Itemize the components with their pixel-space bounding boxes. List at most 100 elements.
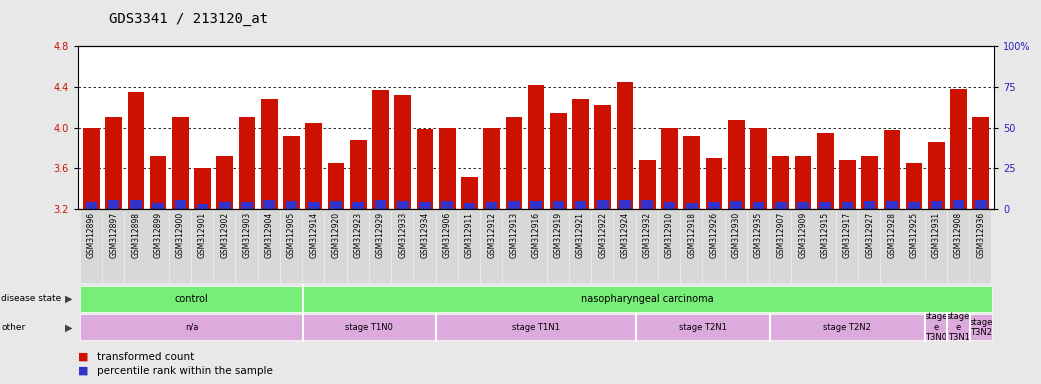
Bar [772, 156, 789, 209]
Text: GSM312936: GSM312936 [976, 212, 986, 258]
Text: GSM312907: GSM312907 [777, 212, 785, 258]
Text: GSM312934: GSM312934 [421, 212, 430, 258]
Bar [770, 211, 791, 283]
Bar [569, 211, 591, 283]
Bar [686, 203, 697, 209]
Text: GSM312929: GSM312929 [376, 212, 385, 258]
Bar [461, 177, 478, 209]
Bar [148, 211, 169, 283]
Text: GSM312897: GSM312897 [109, 212, 118, 258]
Bar [548, 211, 569, 283]
Bar [769, 314, 925, 340]
Text: n/a: n/a [185, 323, 198, 332]
Bar [975, 200, 987, 209]
Text: GSM312919: GSM312919 [554, 212, 563, 258]
Bar [392, 211, 413, 283]
Text: GSM312896: GSM312896 [86, 212, 96, 258]
Bar [305, 122, 322, 209]
Bar [80, 314, 303, 340]
Bar [258, 211, 280, 283]
Bar [731, 200, 742, 209]
Text: stage T1N0: stage T1N0 [346, 323, 393, 332]
Bar [152, 203, 163, 209]
Bar [236, 211, 258, 283]
Bar [970, 211, 991, 283]
Bar [481, 211, 503, 283]
Bar [353, 202, 364, 209]
Bar [170, 211, 192, 283]
Bar [436, 314, 636, 340]
Bar [639, 161, 656, 209]
Bar [172, 118, 188, 209]
Text: GSM312924: GSM312924 [620, 212, 630, 258]
Text: GSM312925: GSM312925 [910, 212, 918, 258]
Text: stage T2N2: stage T2N2 [823, 323, 871, 332]
Text: ▶: ▶ [66, 322, 73, 333]
Text: GSM312926: GSM312926 [710, 212, 718, 258]
Bar [726, 211, 746, 283]
Text: control: control [175, 293, 208, 304]
Bar [659, 211, 680, 283]
Bar [753, 202, 764, 209]
Bar [130, 200, 142, 209]
Bar [619, 200, 631, 209]
Text: GSM312922: GSM312922 [599, 212, 607, 258]
Bar [839, 161, 856, 209]
Text: GSM312927: GSM312927 [865, 212, 874, 258]
Bar [326, 211, 347, 283]
Bar [217, 156, 233, 209]
Bar [841, 202, 854, 209]
Text: nasopharyngeal carcinoma: nasopharyngeal carcinoma [581, 293, 713, 304]
Bar [704, 211, 725, 283]
Bar [238, 118, 255, 209]
Bar [395, 95, 411, 209]
Bar [881, 211, 903, 283]
Text: other: other [1, 323, 25, 332]
Bar [463, 203, 476, 209]
Bar [530, 200, 542, 209]
Bar [370, 211, 391, 283]
Text: GSM312914: GSM312914 [309, 212, 319, 258]
Bar [861, 156, 878, 209]
Bar [775, 202, 787, 209]
Bar [596, 200, 609, 209]
Bar [747, 211, 769, 283]
Bar [105, 118, 122, 209]
Bar [553, 200, 564, 209]
Text: GSM312923: GSM312923 [354, 212, 362, 258]
Bar [904, 211, 924, 283]
Bar [281, 211, 302, 283]
Text: GSM312917: GSM312917 [843, 212, 852, 258]
Bar [397, 200, 408, 209]
Bar [550, 113, 566, 209]
Bar [884, 130, 900, 209]
Text: GSM312911: GSM312911 [465, 212, 474, 258]
Bar [85, 202, 97, 209]
Bar [526, 211, 547, 283]
Bar [175, 200, 186, 209]
Bar [908, 202, 920, 209]
Bar [150, 156, 167, 209]
Bar [483, 127, 500, 209]
Bar [197, 204, 208, 209]
Text: GSM312905: GSM312905 [287, 212, 296, 258]
Bar [348, 211, 369, 283]
Bar [508, 200, 519, 209]
Bar [728, 119, 744, 209]
Text: stage
T3N2: stage T3N2 [969, 318, 992, 337]
Bar [708, 202, 719, 209]
Text: transformed count: transformed count [97, 352, 194, 362]
Text: GSM312898: GSM312898 [131, 212, 141, 258]
Bar [372, 90, 388, 209]
Text: GDS3341 / 213120_at: GDS3341 / 213120_at [109, 12, 269, 25]
Bar [925, 211, 947, 283]
Bar [864, 200, 875, 209]
Bar [859, 211, 881, 283]
Bar [439, 127, 456, 209]
Bar [947, 314, 970, 340]
Bar [751, 127, 767, 209]
Bar [108, 200, 120, 209]
Bar [906, 163, 922, 209]
Bar [350, 140, 366, 209]
Bar [575, 200, 586, 209]
